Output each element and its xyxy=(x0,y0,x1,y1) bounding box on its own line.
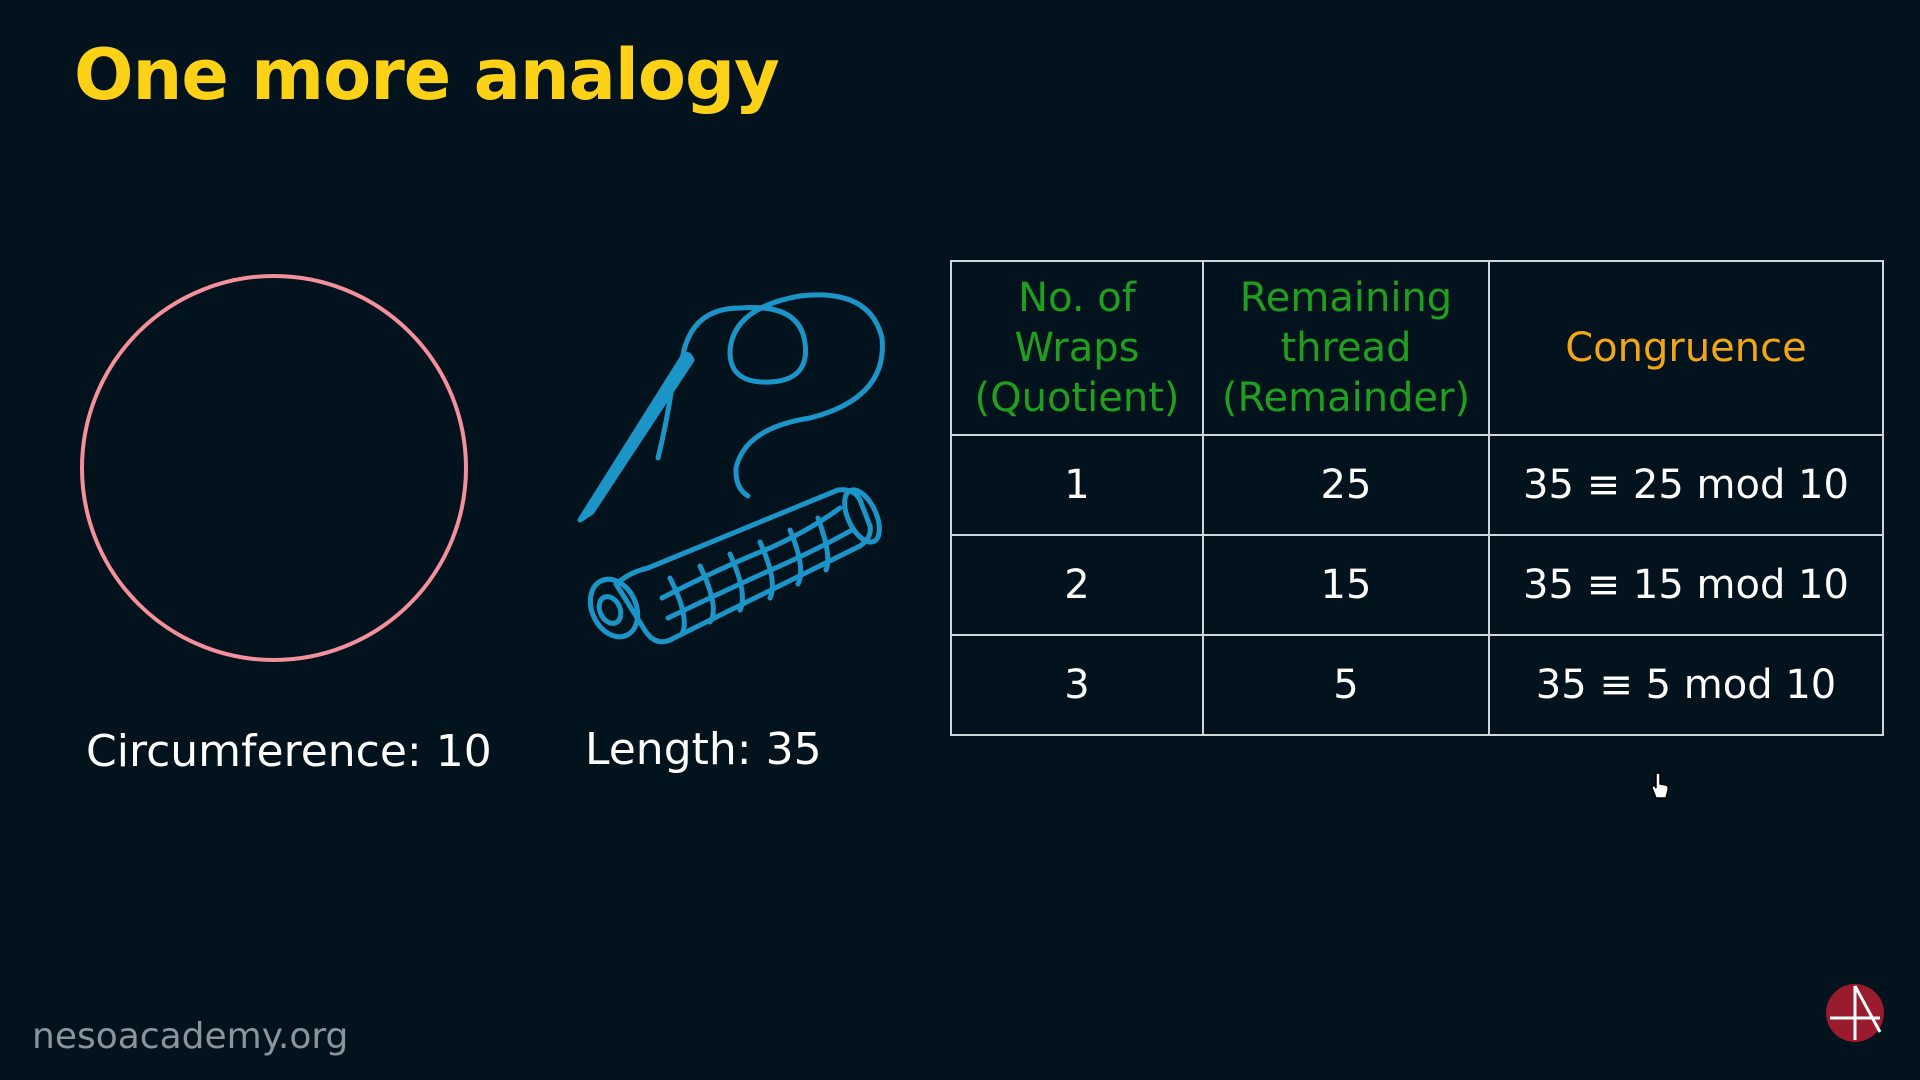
congruence-table: No. of Wraps (Quotient) Remaining thread… xyxy=(950,260,1884,736)
header-congruence-line: Congruence xyxy=(1565,325,1807,371)
circle-shape xyxy=(80,274,468,662)
table-row: 1 25 35 ≡ 25 mod 10 xyxy=(950,434,1884,536)
table-row: 3 5 35 ≡ 5 mod 10 xyxy=(950,634,1884,736)
cell-congruence: 35 ≡ 25 mod 10 xyxy=(1488,434,1884,536)
header-remaining: Remaining thread (Remainder) xyxy=(1202,260,1490,436)
header-remaining-line: Remaining xyxy=(1239,275,1453,321)
cell-remainder: 25 xyxy=(1202,434,1490,536)
header-wraps-line: (Quotient) xyxy=(974,375,1180,421)
cell-congruence: 35 ≡ 15 mod 10 xyxy=(1488,534,1884,636)
header-wraps-line: Wraps xyxy=(1014,325,1140,371)
cell-wraps: 3 xyxy=(950,634,1204,736)
footer-site: nesoacademy.org xyxy=(32,1016,349,1057)
header-wraps-line: No. of xyxy=(1018,275,1136,321)
needle-thread-spool-icon xyxy=(577,292,885,645)
cell-wraps: 2 xyxy=(950,534,1204,636)
header-remaining-line: (Remainder) xyxy=(1221,375,1471,421)
header-congruence: Congruence xyxy=(1488,260,1884,436)
slide-title: One more analogy xyxy=(74,34,780,116)
header-remaining-line: thread xyxy=(1280,325,1412,371)
circle-caption: Circumference: 10 xyxy=(86,726,492,777)
cell-wraps: 1 xyxy=(950,434,1204,536)
neso-logo-icon xyxy=(1826,984,1884,1042)
cell-remainder: 5 xyxy=(1202,634,1490,736)
header-wraps: No. of Wraps (Quotient) xyxy=(950,260,1204,436)
table-header-row: No. of Wraps (Quotient) Remaining thread… xyxy=(950,260,1884,436)
cell-remainder: 15 xyxy=(1202,534,1490,636)
cell-congruence: 35 ≡ 5 mod 10 xyxy=(1488,634,1884,736)
thread-caption: Length: 35 xyxy=(585,724,822,775)
hand-cursor-icon xyxy=(1651,772,1669,799)
table-row: 2 15 35 ≡ 15 mod 10 xyxy=(950,534,1884,636)
